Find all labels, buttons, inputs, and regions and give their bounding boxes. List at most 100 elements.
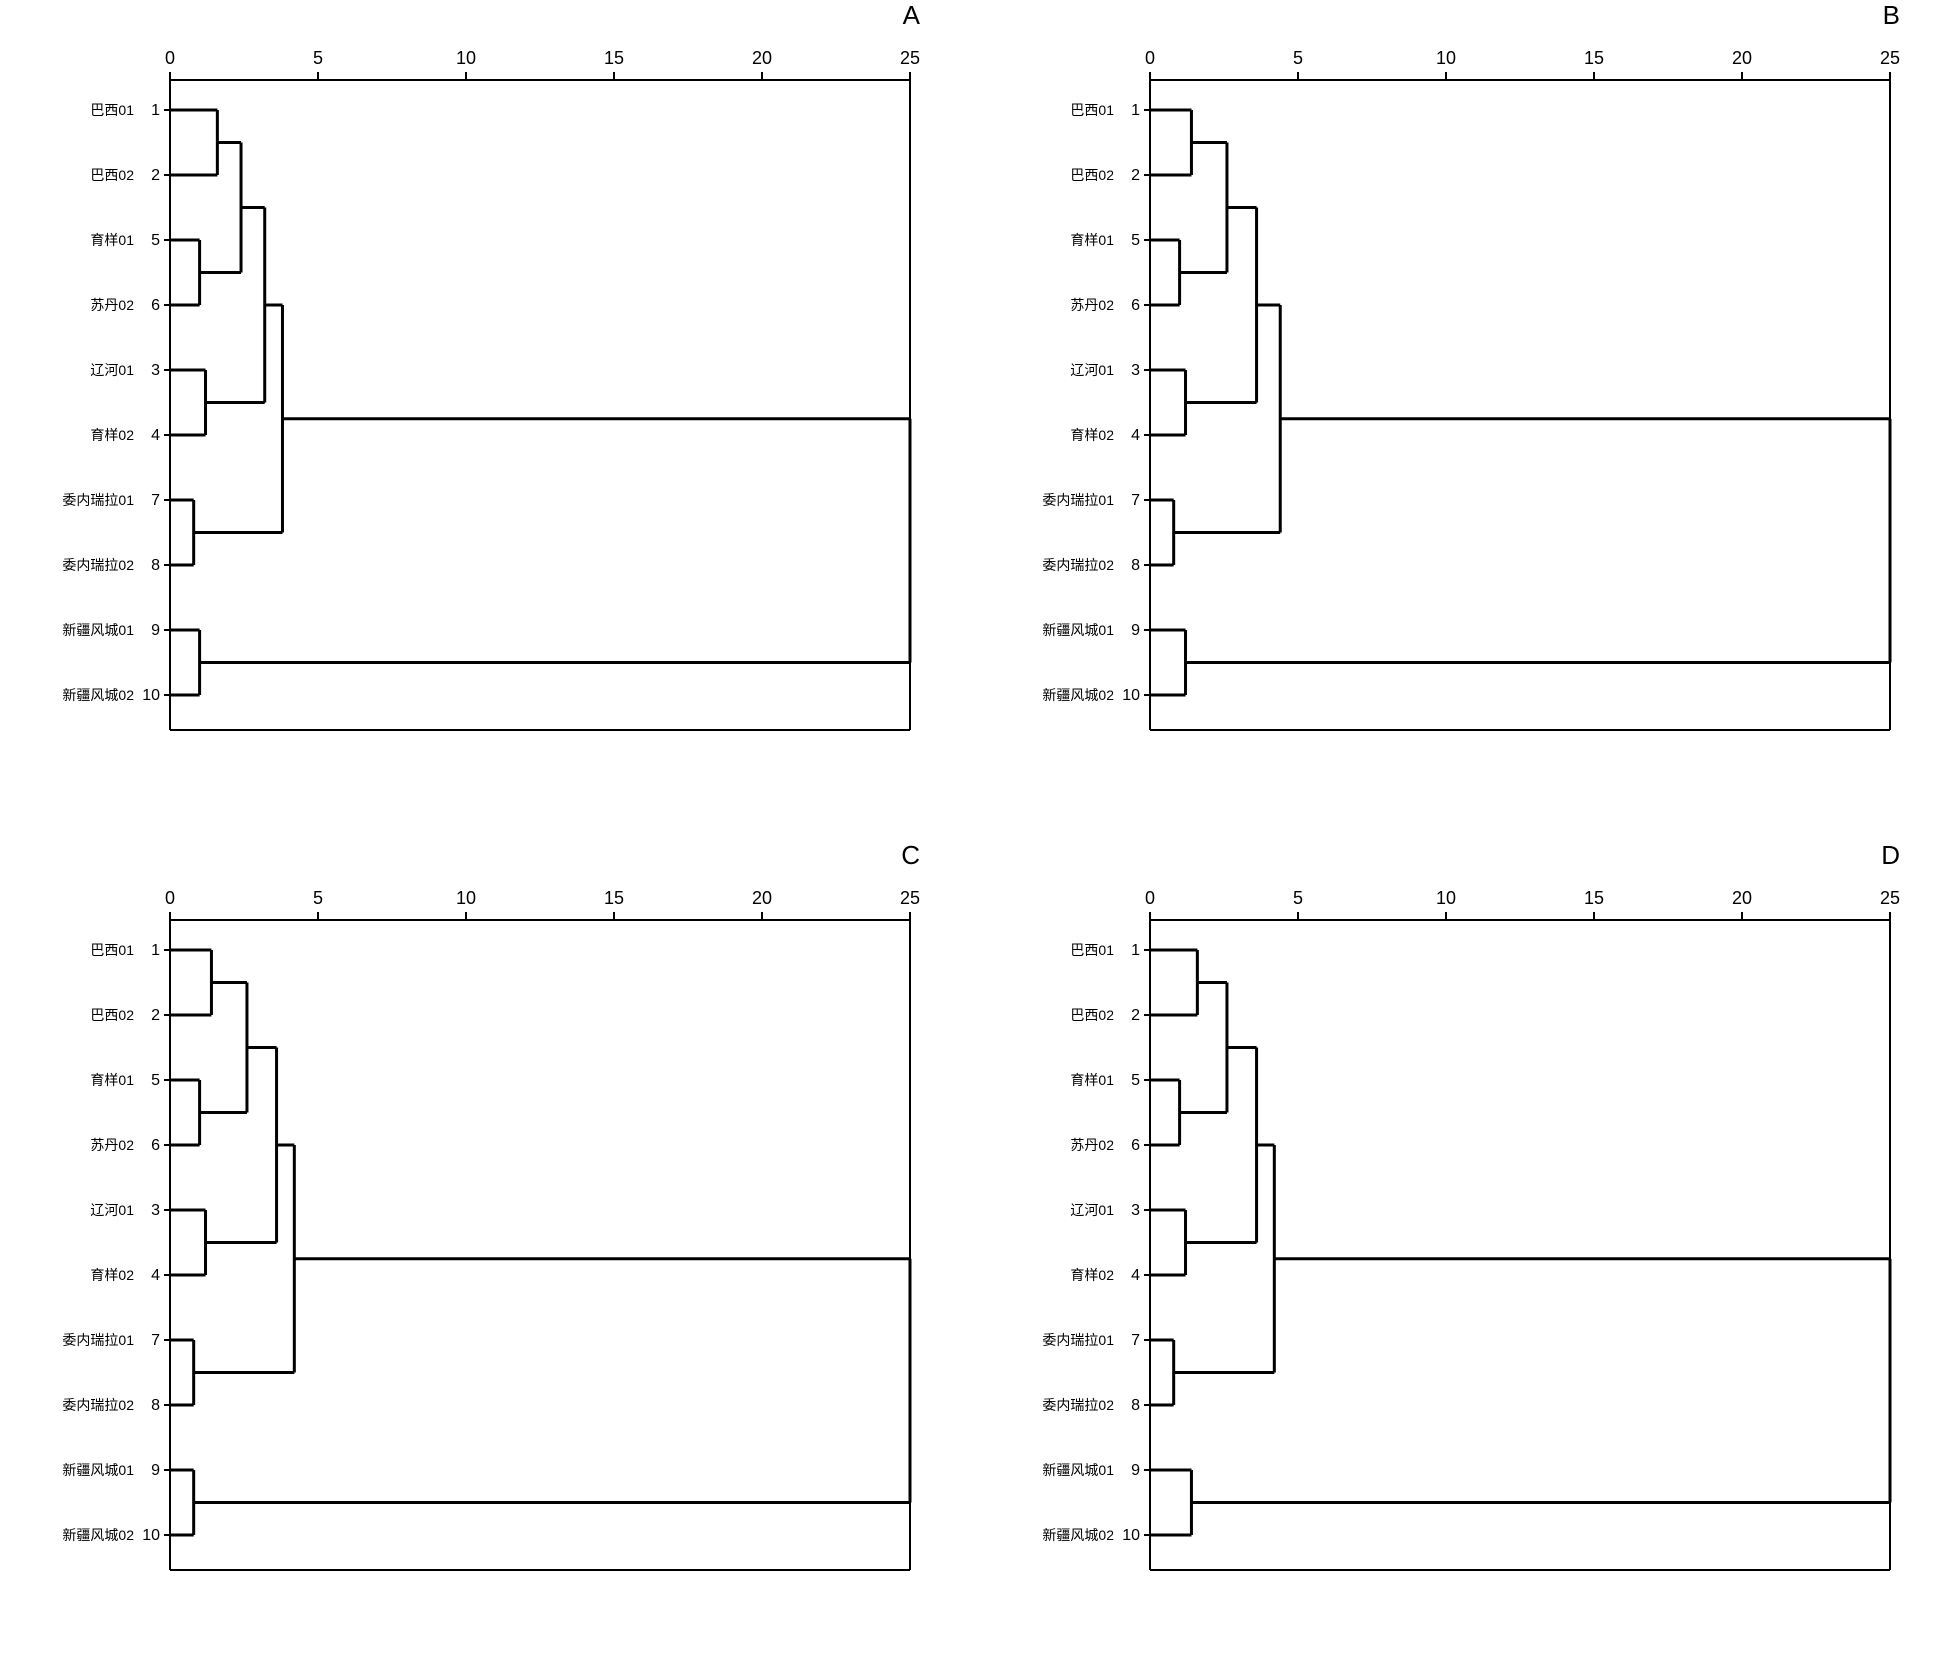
svg-text:巴西02: 巴西02	[1070, 1007, 1114, 1023]
svg-text:5: 5	[1293, 888, 1303, 908]
svg-text:1: 1	[1131, 102, 1140, 119]
svg-text:2: 2	[1131, 167, 1140, 184]
panel-label-c: C	[901, 840, 920, 871]
svg-text:新疆风城02: 新疆风城02	[1042, 1527, 1114, 1543]
svg-text:9: 9	[1131, 622, 1140, 639]
dendrogram-svg-d: 0510152025巴西011巴西022育样015苏丹026辽河013育样024…	[1010, 870, 1910, 1610]
svg-text:25: 25	[900, 48, 920, 68]
svg-text:8: 8	[1131, 557, 1140, 574]
svg-text:5: 5	[151, 1072, 160, 1089]
svg-text:育样01: 育样01	[1070, 232, 1114, 248]
svg-text:育样02: 育样02	[90, 427, 134, 443]
svg-text:7: 7	[151, 492, 160, 509]
svg-text:2: 2	[151, 167, 160, 184]
svg-text:巴西02: 巴西02	[90, 167, 134, 183]
svg-text:1: 1	[1131, 942, 1140, 959]
svg-text:委内瑞拉01: 委内瑞拉01	[62, 492, 134, 508]
svg-text:辽河01: 辽河01	[90, 362, 134, 378]
svg-text:巴西01: 巴西01	[90, 942, 134, 958]
svg-text:6: 6	[1131, 1137, 1140, 1154]
svg-text:育样02: 育样02	[90, 1267, 134, 1283]
svg-text:10: 10	[142, 687, 160, 704]
svg-text:20: 20	[752, 888, 772, 908]
svg-text:巴西01: 巴西01	[1070, 942, 1114, 958]
svg-text:25: 25	[1880, 888, 1900, 908]
svg-text:巴西01: 巴西01	[90, 102, 134, 118]
svg-text:7: 7	[1131, 1332, 1140, 1349]
svg-text:2: 2	[151, 1007, 160, 1024]
svg-text:6: 6	[1131, 297, 1140, 314]
svg-text:2: 2	[1131, 1007, 1140, 1024]
dendrogram-svg-c: 0510152025巴西011巴西022育样015苏丹026辽河013育样024…	[30, 870, 930, 1610]
svg-text:6: 6	[151, 1137, 160, 1154]
svg-text:委内瑞拉01: 委内瑞拉01	[62, 1332, 134, 1348]
svg-text:5: 5	[313, 888, 323, 908]
svg-text:10: 10	[1122, 1527, 1140, 1544]
dendrogram-svg-b: 0510152025巴西011巴西022育样015苏丹026辽河013育样024…	[1010, 30, 1910, 770]
svg-text:委内瑞拉02: 委内瑞拉02	[1042, 557, 1114, 573]
svg-text:5: 5	[1131, 232, 1140, 249]
svg-text:委内瑞拉02: 委内瑞拉02	[1042, 1397, 1114, 1413]
svg-text:10: 10	[142, 1527, 160, 1544]
svg-text:委内瑞拉01: 委内瑞拉01	[1042, 1332, 1114, 1348]
svg-text:巴西01: 巴西01	[1070, 102, 1114, 118]
svg-text:辽河01: 辽河01	[1070, 362, 1114, 378]
dendrogram-grid: A 0510152025巴西011巴西022育样015苏丹026辽河013育样0…	[30, 30, 1906, 1650]
svg-text:辽河01: 辽河01	[1070, 1202, 1114, 1218]
svg-text:育样01: 育样01	[90, 1072, 134, 1088]
svg-text:10: 10	[456, 888, 476, 908]
svg-text:委内瑞拉02: 委内瑞拉02	[62, 1397, 134, 1413]
svg-text:15: 15	[1584, 888, 1604, 908]
svg-text:1: 1	[151, 942, 160, 959]
panel-label-d: D	[1881, 840, 1900, 871]
svg-text:8: 8	[1131, 1397, 1140, 1414]
svg-text:新疆风城01: 新疆风城01	[1042, 1462, 1114, 1478]
svg-text:25: 25	[1880, 48, 1900, 68]
svg-text:0: 0	[165, 888, 175, 908]
svg-text:辽河01: 辽河01	[90, 1202, 134, 1218]
svg-text:9: 9	[1131, 1462, 1140, 1479]
svg-text:巴西02: 巴西02	[90, 1007, 134, 1023]
svg-text:1: 1	[151, 102, 160, 119]
svg-text:4: 4	[151, 427, 160, 444]
svg-text:8: 8	[151, 557, 160, 574]
svg-text:3: 3	[151, 362, 160, 379]
svg-text:10: 10	[1122, 687, 1140, 704]
svg-text:苏丹02: 苏丹02	[1070, 1137, 1114, 1153]
svg-text:20: 20	[752, 48, 772, 68]
svg-text:育样01: 育样01	[90, 232, 134, 248]
svg-text:育样02: 育样02	[1070, 427, 1114, 443]
svg-text:15: 15	[1584, 48, 1604, 68]
svg-text:新疆风城01: 新疆风城01	[62, 1462, 134, 1478]
svg-text:6: 6	[151, 297, 160, 314]
svg-text:3: 3	[1131, 362, 1140, 379]
svg-text:4: 4	[151, 1267, 160, 1284]
svg-text:苏丹02: 苏丹02	[90, 1137, 134, 1153]
svg-text:苏丹02: 苏丹02	[90, 297, 134, 313]
svg-text:新疆风城02: 新疆风城02	[62, 1527, 134, 1543]
panel-d: D 0510152025巴西011巴西022育样015苏丹026辽河013育样0…	[1010, 870, 1910, 1650]
panel-c: C 0510152025巴西011巴西022育样015苏丹026辽河013育样0…	[30, 870, 930, 1650]
svg-text:7: 7	[151, 1332, 160, 1349]
svg-text:10: 10	[1436, 888, 1456, 908]
svg-text:9: 9	[151, 622, 160, 639]
svg-text:5: 5	[151, 232, 160, 249]
svg-text:育样02: 育样02	[1070, 1267, 1114, 1283]
panel-label-b: B	[1883, 0, 1900, 31]
svg-text:0: 0	[165, 48, 175, 68]
svg-text:新疆风城01: 新疆风城01	[1042, 622, 1114, 638]
panel-a: A 0510152025巴西011巴西022育样015苏丹026辽河013育样0…	[30, 30, 930, 810]
svg-text:新疆风城01: 新疆风城01	[62, 622, 134, 638]
svg-text:巴西02: 巴西02	[1070, 167, 1114, 183]
svg-text:20: 20	[1732, 888, 1752, 908]
svg-text:4: 4	[1131, 1267, 1140, 1284]
svg-text:25: 25	[900, 888, 920, 908]
svg-text:20: 20	[1732, 48, 1752, 68]
svg-text:3: 3	[1131, 1202, 1140, 1219]
panel-b: B 0510152025巴西011巴西022育样015苏丹026辽河013育样0…	[1010, 30, 1910, 810]
svg-text:委内瑞拉01: 委内瑞拉01	[1042, 492, 1114, 508]
svg-text:4: 4	[1131, 427, 1140, 444]
svg-text:7: 7	[1131, 492, 1140, 509]
svg-text:5: 5	[1131, 1072, 1140, 1089]
svg-text:9: 9	[151, 1462, 160, 1479]
